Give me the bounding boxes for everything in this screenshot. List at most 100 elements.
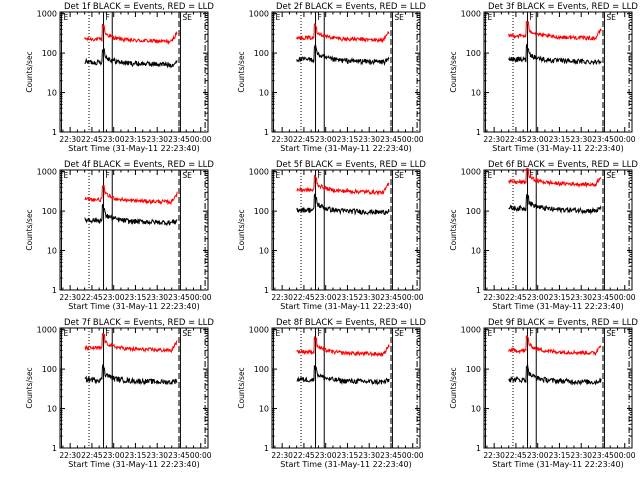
y-axis-label: Counts/sec (237, 367, 246, 408)
x-tick-label: 00:00 (190, 451, 212, 460)
marker-label: SE (182, 13, 192, 22)
y-tick-label: 100 (42, 365, 57, 374)
y-tick-label: 100 (254, 207, 269, 216)
plot-frame (59, 327, 209, 449)
x-tick-label: 23:00 (103, 135, 125, 144)
x-tick-label: 00:00 (402, 135, 424, 144)
panel-title: Det 1f BLACK = Events, RED = LLD (64, 2, 214, 12)
marker-label: F (530, 13, 534, 22)
x-tick-label: 23:30 (146, 135, 168, 144)
x-tick-label: 23:45 (168, 135, 190, 144)
plot-frame (483, 11, 633, 133)
x-tick-label: 23:15 (549, 451, 571, 460)
x-tick-label: 22:45 (293, 135, 315, 144)
lld-series-line (508, 167, 602, 188)
x-tick-label: 23:30 (146, 451, 168, 460)
x-axis-label: Start Time (31-May-11 22:23:40) (492, 302, 623, 311)
y-tick-label: 100 (254, 49, 269, 58)
y-tick-label: 1 (52, 286, 57, 295)
x-tick-label: 23:15 (337, 293, 359, 302)
x-tick-label: 23:00 (315, 135, 337, 144)
panel-det-5: Det 5f BLACK = Events, RED = LLD 1 10 100 10… (237, 160, 426, 311)
marker-label: E (275, 171, 280, 180)
lld-series-line (296, 174, 390, 196)
x-axis-label: Start Time (31-May-11 22:23:40) (492, 144, 623, 153)
y-tick-label: 100 (254, 365, 269, 374)
x-tick-label: 23:30 (570, 293, 592, 302)
y-tick-label: 100 (466, 207, 481, 216)
y-tick-label: 10 (47, 405, 57, 414)
events-series-line (84, 364, 178, 386)
panel-det-4: Det 4f BLACK = Events, RED = LLD 1 10 100 10… (25, 160, 214, 311)
x-tick-label: 23:15 (549, 135, 571, 144)
marker-label: SE (606, 13, 616, 22)
y-tick-label: 1 (264, 286, 269, 295)
x-tick-label: 23:45 (380, 135, 402, 144)
panel-det-1: Det 1f BLACK = Events, RED = LLD 1 10 100 10… (25, 2, 214, 153)
x-tick-label: 22:30 (483, 135, 505, 144)
y-tick-label: 1000 (461, 326, 481, 335)
x-tick-label: 23:30 (570, 135, 592, 144)
marker-label: F (106, 171, 110, 180)
panel-title: Det 8f BLACK = Events, RED = LLD (276, 318, 426, 328)
marker-label: F (530, 329, 534, 338)
x-tick-label: 23:00 (527, 293, 549, 302)
y-tick-label: 10 (47, 89, 57, 98)
x-axis-label: Start Time (31-May-11 22:23:40) (68, 460, 199, 469)
x-tick-label: 00:00 (614, 293, 636, 302)
x-tick-label: 22:30 (59, 135, 81, 144)
x-tick-label: 23:45 (380, 293, 402, 302)
marker-label: F (530, 171, 534, 180)
y-axis-label: Counts/sec (449, 209, 458, 250)
plot-frame (271, 169, 421, 291)
events-series-line (84, 48, 178, 69)
plot-frame (59, 169, 209, 291)
events-series-line (296, 192, 390, 216)
x-axis-label: Start Time (31-May-11 22:23:40) (68, 144, 199, 153)
y-axis-label: Counts/sec (25, 51, 34, 92)
y-tick-label: 1 (264, 128, 269, 137)
y-tick-label: 1 (52, 128, 57, 137)
x-axis-label: Start Time (31-May-11 22:23:40) (492, 460, 623, 469)
panel-det-6: Det 6f BLACK = Events, RED = LLD 1 10 100 10… (449, 160, 638, 311)
x-axis-label: Start Time (31-May-11 22:23:40) (280, 144, 411, 153)
x-tick-label: 23:15 (125, 293, 147, 302)
marker-label: SE (606, 329, 616, 338)
y-tick-label: 1 (52, 444, 57, 453)
y-tick-label: 1000 (37, 168, 57, 177)
x-tick-label: 22:45 (505, 293, 527, 302)
x-tick-label: 23:30 (358, 135, 380, 144)
events-series-line (84, 203, 178, 227)
x-tick-label: 22:45 (293, 293, 315, 302)
x-tick-label: 22:45 (81, 451, 103, 460)
y-tick-label: 10 (471, 89, 481, 98)
marker-label: F (318, 13, 322, 22)
events-series-line (508, 43, 602, 65)
x-tick-label: 22:30 (271, 135, 293, 144)
x-tick-label: 22:30 (271, 451, 293, 460)
x-tick-label: 23:45 (592, 135, 614, 144)
panel-title: Det 7f BLACK = Events, RED = LLD (64, 318, 214, 328)
x-tick-label: 22:45 (81, 293, 103, 302)
plot-frame (271, 11, 421, 133)
x-tick-label: 22:45 (81, 135, 103, 144)
marker-label: SE (182, 171, 192, 180)
marker-label: E (63, 171, 68, 180)
x-axis-label: Start Time (31-May-11 22:23:40) (280, 460, 411, 469)
x-tick-label: 00:00 (614, 451, 636, 460)
y-tick-label: 10 (471, 405, 481, 414)
lld-series-line (508, 334, 602, 357)
panel-title: Det 3f BLACK = Events, RED = LLD (488, 2, 638, 12)
x-tick-label: 22:45 (505, 135, 527, 144)
x-tick-label: 00:00 (402, 451, 424, 460)
x-tick-label: 23:00 (103, 293, 125, 302)
x-tick-label: 00:00 (402, 293, 424, 302)
x-tick-label: 00:00 (614, 135, 636, 144)
y-tick-label: 100 (42, 49, 57, 58)
y-tick-label: 10 (259, 405, 269, 414)
marker-label: SE (394, 329, 404, 338)
x-tick-label: 22:45 (505, 451, 527, 460)
y-tick-label: 1000 (461, 168, 481, 177)
x-tick-label: 22:30 (483, 293, 505, 302)
